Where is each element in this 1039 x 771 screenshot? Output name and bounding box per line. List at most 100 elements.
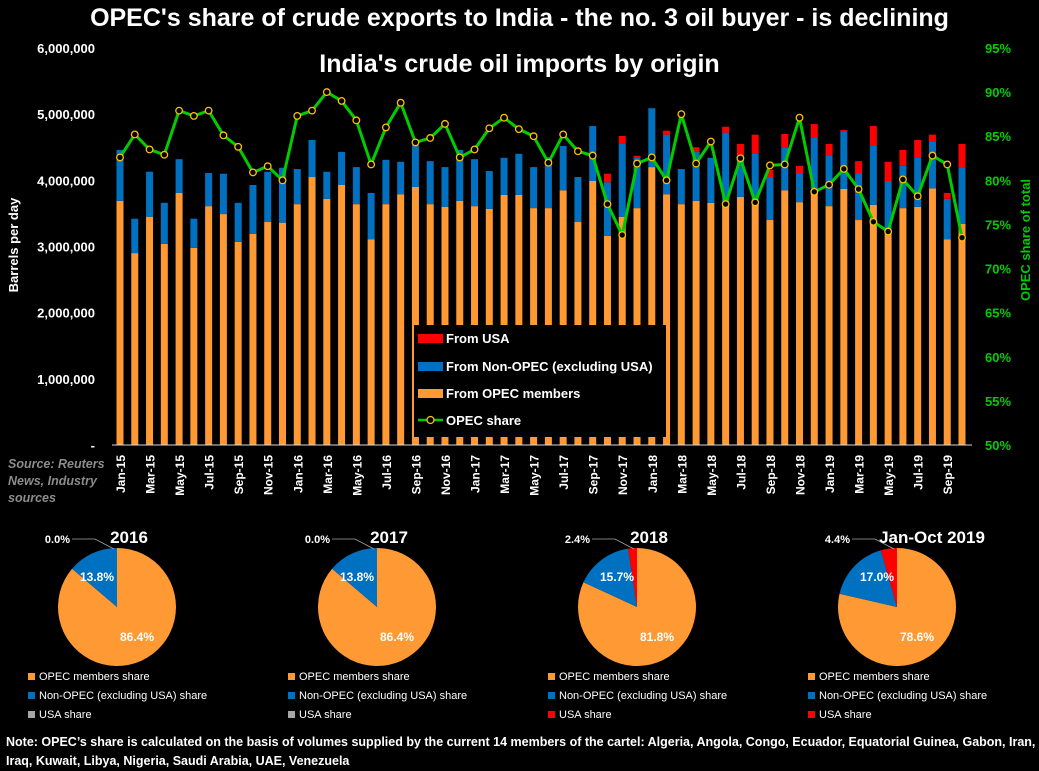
opec-share-point: [293, 111, 302, 120]
opec-share-point: [588, 151, 597, 160]
bar-opec: [116, 200, 124, 445]
opec-share-point: [175, 106, 184, 115]
pie-legend-item: Non-OPEC (excluding USA) share: [808, 686, 987, 705]
bar-nonopec: [736, 155, 744, 197]
y2-axis-label: OPEC share of total: [1018, 179, 1033, 301]
pie-legend-item: OPEC members share: [548, 667, 727, 686]
bar-opec: [648, 167, 656, 445]
y2-tick-label: 70%: [985, 262, 1011, 277]
pie-legend-label: Non-OPEC (excluding USA) share: [39, 689, 208, 702]
pie-legend-item: OPEC members share: [288, 667, 467, 686]
opec-share-point: [500, 113, 509, 122]
legend-swatch-nonopec: [418, 361, 443, 371]
legend-label-opec: From OPEC members: [446, 385, 581, 401]
bar-nonopec: [810, 137, 818, 193]
opec-share-point: [633, 159, 641, 168]
pie-slice-nonopec: [332, 548, 377, 607]
pie-slice-nonopec: [839, 550, 897, 607]
pie-slice-nonopec: [72, 548, 117, 607]
pie-legend-swatch: [808, 673, 815, 680]
bar-nonopec: [293, 169, 301, 205]
bar-usa: [869, 126, 877, 146]
bar-opec: [456, 200, 464, 445]
bar-nonopec: [884, 180, 892, 232]
pie-legend-label: Non-OPEC (excluding USA) share: [559, 689, 728, 702]
pie-label-usa: 0.0%: [305, 534, 330, 546]
pie-legend-item: USA share: [808, 705, 987, 724]
bar-opec: [190, 247, 198, 445]
bar-nonopec: [766, 177, 774, 221]
bar-opec: [840, 188, 848, 445]
opec-share-point: [263, 162, 272, 171]
pie-label-nonopec: 15.7%: [600, 570, 634, 584]
opec-share-point: [219, 131, 228, 140]
y-tick-label: 6,000,000: [37, 41, 95, 56]
pie-legend-item: Non-OPEC (excluding USA) share: [548, 686, 727, 705]
opec-share-point: [367, 160, 376, 169]
pie-legend-swatch: [808, 692, 815, 699]
bar-opec: [899, 208, 907, 445]
bar-opec: [810, 192, 818, 445]
pie-legend: OPEC members share Non-OPEC (excluding US…: [808, 667, 987, 724]
opec-share-point: [898, 175, 907, 184]
opec-share-point: [396, 98, 405, 107]
bar-nonopec: [219, 173, 227, 215]
bar-nonopec: [160, 202, 168, 244]
bar-opec: [559, 190, 567, 445]
pie-label-usa: 4.4%: [825, 534, 850, 546]
legend-item-usa: From USA: [418, 327, 510, 349]
opec-share-point: [308, 106, 316, 115]
bar-opec: [338, 184, 346, 445]
opec-share-point: [618, 231, 627, 239]
bar-usa: [781, 134, 789, 148]
opec-share-point: [869, 217, 878, 226]
opec-share-point: [160, 150, 169, 159]
bar-opec: [411, 186, 419, 445]
y2-tick-label: 50%: [985, 438, 1011, 453]
y2-tick-label: 85%: [985, 129, 1011, 144]
pie-leader-line: [592, 538, 635, 550]
bar-usa: [899, 149, 907, 166]
pie-legend-swatch: [28, 711, 35, 718]
bar-nonopec: [485, 171, 493, 209]
pie-legend-label: OPEC members share: [559, 670, 670, 683]
bar-nonopec: [855, 173, 863, 221]
pie-leader-line: [332, 538, 375, 550]
opec-share-point: [322, 88, 331, 97]
bar-nonopec: [352, 167, 360, 205]
legend-label-nonopec: From Non-OPEC (excluding USA): [446, 358, 653, 374]
x-tick-label: Jan-17: [469, 455, 483, 493]
bar-nonopec: [751, 153, 759, 203]
opec-share-point: [692, 159, 701, 168]
opec-share-point: [455, 153, 464, 162]
pie-legend-label: OPEC members share: [39, 670, 150, 683]
bar-usa: [722, 126, 730, 133]
bar-nonopec: [441, 167, 449, 207]
bar-nonopec: [456, 149, 464, 201]
pie-legend-item: OPEC members share: [28, 667, 207, 686]
x-tick-label: Jul-19: [912, 455, 926, 490]
bar-opec: [175, 192, 183, 445]
pie-slice-nonopec: [583, 548, 637, 607]
opec-share-point: [116, 153, 124, 162]
bar-nonopec: [648, 108, 656, 168]
bar-nonopec: [515, 153, 523, 195]
opec-share-point: [958, 233, 966, 242]
bar-usa: [810, 124, 818, 138]
bar-opec: [766, 220, 774, 445]
x-tick-label: Jul-15: [203, 455, 217, 490]
bar-nonopec: [264, 171, 272, 223]
bar-opec: [352, 204, 360, 445]
pie-label-opec: 86.4%: [380, 630, 414, 644]
opec-share-point: [825, 180, 834, 189]
opec-share-point: [751, 198, 760, 207]
bar-nonopec: [426, 161, 434, 205]
x-tick-label: Nov-18: [794, 455, 808, 495]
y-tick-label: 4,000,000: [37, 173, 95, 188]
opec-share-line: [118, 90, 964, 238]
y2-tick-label: 90%: [985, 85, 1011, 100]
x-tick-label: Sep-19: [941, 455, 955, 495]
x-tick-label: Jan-18: [646, 455, 660, 493]
bar-nonopec: [692, 151, 700, 201]
bar-nonopec: [958, 167, 966, 225]
